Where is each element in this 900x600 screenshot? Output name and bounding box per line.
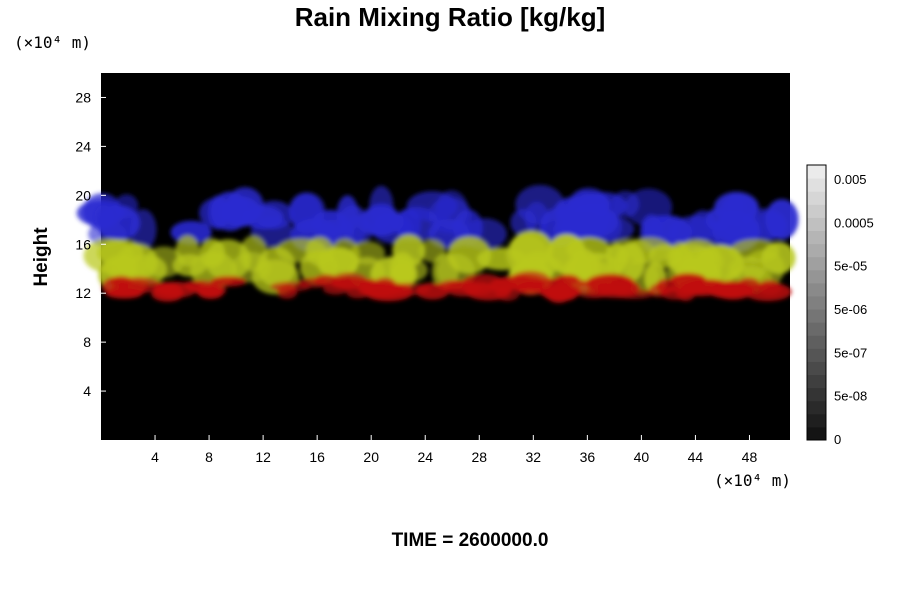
cloud-cell	[101, 277, 129, 296]
colorbar-segment	[807, 217, 826, 231]
y-tick-label: 12	[75, 285, 91, 301]
cloud-cell	[495, 284, 520, 302]
cloud-cell	[406, 191, 458, 222]
x-tick-label: 40	[634, 449, 650, 465]
x-tick-label: 24	[417, 449, 433, 465]
colorbar-segment	[807, 191, 826, 205]
cloud-cell	[761, 241, 796, 275]
colorbar-segment	[807, 309, 826, 323]
colorbar-segment	[807, 269, 826, 284]
colorbar-label: 5e-06	[834, 302, 867, 317]
x-axis-unit: (×10⁴ m)	[714, 471, 792, 490]
cloud-cell	[669, 273, 707, 287]
colorbar-segment	[807, 230, 826, 245]
x-tick-label: 8	[205, 449, 213, 465]
cloud-cell	[445, 280, 481, 297]
cloud-cell	[706, 282, 746, 299]
colorbar-segment	[807, 361, 826, 376]
colorbar-label: 5e-05	[834, 259, 867, 274]
cloud-cell	[505, 234, 549, 274]
colorbar-label: 0	[834, 432, 841, 447]
colorbar-segment	[807, 322, 826, 336]
cloud-cell	[649, 283, 669, 298]
cloud-cell	[694, 244, 745, 283]
cloud-cell	[597, 279, 641, 296]
cloud-cell	[744, 282, 792, 302]
x-tick-label: 4	[151, 449, 159, 465]
cloud-cell	[611, 190, 640, 218]
y-tick-label: 16	[75, 236, 91, 252]
cloud-cell	[210, 276, 247, 287]
colorbar-segment	[807, 256, 826, 271]
colorbar-label: 0.005	[834, 172, 867, 187]
y-tick-label: 4	[83, 383, 91, 399]
cloud-cell	[765, 199, 799, 240]
cloud-cell	[563, 210, 607, 235]
colorbar-segment	[807, 387, 826, 402]
cloud-cell	[155, 282, 183, 296]
cloud-bands	[76, 184, 799, 303]
x-tick-label: 28	[471, 449, 487, 465]
cloud-cell	[317, 247, 359, 279]
time-label: TIME = 2600000.0	[391, 530, 549, 551]
cloud-cell	[211, 191, 250, 231]
colorbar-segment	[807, 178, 826, 192]
colorbar-segment	[807, 282, 826, 297]
colorbar-frame	[806, 164, 827, 441]
cloud-cell	[392, 234, 426, 268]
colorbar-segment	[807, 165, 826, 179]
cloud-cell	[725, 193, 746, 224]
cloud-cell	[122, 279, 151, 295]
colorbar-segment	[807, 335, 826, 349]
x-tick-label: 32	[526, 449, 542, 465]
cloud-cell	[97, 239, 144, 267]
colorbar-segment	[807, 348, 826, 362]
colorbar-segment	[807, 426, 826, 441]
cloud-band	[76, 184, 799, 253]
colorbar-segment	[807, 400, 826, 415]
cloud-cell	[648, 244, 682, 268]
chart-title: Rain Mixing Ratio [kg/kg]	[294, 2, 606, 32]
cloud-cell	[546, 278, 568, 298]
cloud-cell	[276, 284, 298, 299]
cloud-cell	[114, 194, 139, 219]
cloud-cell	[346, 286, 371, 299]
colorbar-segment	[807, 413, 826, 428]
x-tick-label: 16	[309, 449, 325, 465]
cloud-cell	[94, 205, 114, 229]
cloud-cell	[689, 210, 717, 241]
cloud-band	[101, 270, 792, 303]
cloud-cell	[129, 209, 157, 251]
x-tick-label: 44	[688, 449, 704, 465]
x-tick-label: 20	[363, 449, 379, 465]
x-tick-label: 12	[255, 449, 271, 465]
cloud-cell	[363, 203, 399, 237]
cloud-cell	[389, 264, 413, 287]
cloud-cell	[333, 276, 356, 289]
y-tick-label: 24	[75, 138, 91, 154]
cloud-cell	[641, 215, 680, 241]
cloud-cell	[524, 279, 546, 292]
colorbar-label: 5e-08	[834, 389, 867, 404]
colorbar-segment	[807, 295, 826, 310]
cloud-cell	[288, 192, 326, 229]
colorbar-label: 5e-07	[834, 345, 867, 360]
cloud-cell	[205, 239, 251, 281]
x-tick-label: 48	[742, 449, 758, 465]
cloud-cell	[387, 283, 431, 296]
cloud-cell	[172, 253, 207, 277]
colorbar-label: 0.0005	[834, 215, 874, 230]
y-tick-label: 20	[75, 187, 91, 203]
y-tick-label: 8	[83, 334, 91, 350]
y-axis-unit: (×10⁴ m)	[14, 33, 92, 52]
cloud-cell	[197, 285, 224, 299]
colorbar-segment	[807, 204, 826, 218]
y-tick-label: 28	[75, 89, 91, 105]
x-tick-label: 36	[580, 449, 596, 465]
colorbar-segment	[807, 374, 826, 389]
colorbar-segment	[807, 243, 826, 258]
cloud-cell	[510, 208, 537, 236]
